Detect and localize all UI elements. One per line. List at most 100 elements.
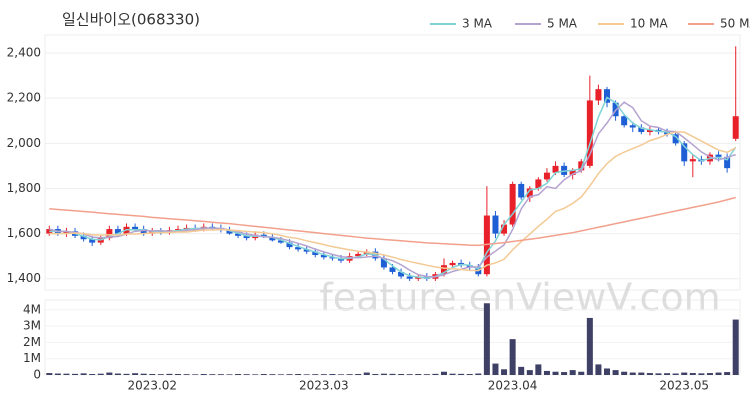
legend-label: 10 MA bbox=[630, 17, 668, 31]
volume-bar bbox=[389, 373, 396, 375]
volume-panel bbox=[44, 299, 741, 376]
y-tick-label: 1,400 bbox=[7, 271, 41, 285]
volume-bar bbox=[89, 374, 96, 375]
volume-bar bbox=[423, 374, 430, 375]
volume-bar bbox=[501, 369, 508, 375]
volume-bar bbox=[518, 366, 525, 375]
candle-body bbox=[106, 229, 113, 239]
volume-bar bbox=[466, 374, 473, 375]
volume-bar bbox=[698, 373, 705, 375]
volume-bar bbox=[269, 374, 276, 375]
volume-bar bbox=[509, 339, 516, 375]
volume-bar bbox=[586, 317, 593, 375]
volume-bar bbox=[715, 372, 722, 375]
volume-bar bbox=[380, 373, 387, 375]
volume-bar bbox=[123, 373, 130, 375]
candle-body bbox=[689, 159, 696, 162]
volume-bar bbox=[724, 372, 731, 375]
volume-bar bbox=[277, 374, 284, 375]
y-tick-label: 2,400 bbox=[7, 46, 41, 60]
volume-bar bbox=[621, 371, 628, 375]
volume-bar bbox=[295, 374, 302, 375]
volume-bar bbox=[149, 374, 156, 375]
volume-bar bbox=[235, 374, 242, 375]
x-tick-label: 2023.03 bbox=[299, 379, 349, 393]
y-tick-label: 2M bbox=[23, 335, 41, 349]
candle-body bbox=[312, 251, 319, 256]
ma-line bbox=[49, 131, 737, 272]
candle-body bbox=[501, 224, 508, 234]
candle-body bbox=[132, 226, 139, 230]
ma-line bbox=[49, 196, 736, 247]
volume-bar bbox=[706, 373, 713, 375]
volume-bar bbox=[243, 374, 250, 375]
candle-body bbox=[89, 239, 96, 243]
volume-bar bbox=[106, 372, 113, 375]
candle-body bbox=[295, 247, 302, 250]
x-tick-label: 2023.02 bbox=[127, 379, 177, 393]
volume-bar bbox=[166, 373, 173, 375]
volume-bar bbox=[54, 373, 61, 375]
x-tick-label: 2023.04 bbox=[488, 379, 538, 393]
volume-bar bbox=[157, 374, 164, 375]
candle-body bbox=[646, 129, 653, 133]
volume-bar bbox=[303, 374, 310, 375]
volume-bar bbox=[561, 372, 568, 375]
y-tick-label: 3M bbox=[23, 319, 41, 333]
volume-bar bbox=[526, 370, 533, 375]
volume-bar bbox=[312, 374, 319, 375]
candle-body bbox=[63, 231, 70, 234]
candle-body bbox=[672, 134, 679, 144]
candle-body bbox=[355, 253, 362, 257]
legend-label: 50 MA bbox=[720, 17, 750, 31]
candle-body bbox=[569, 170, 576, 175]
volume-bar bbox=[664, 373, 671, 375]
candle-body bbox=[235, 233, 242, 236]
volume-bar bbox=[260, 374, 267, 375]
candle-body bbox=[226, 230, 233, 234]
volume-bar bbox=[192, 374, 199, 375]
volume-bar bbox=[200, 374, 207, 375]
volume-bar bbox=[535, 364, 542, 375]
candle-body bbox=[664, 132, 671, 135]
candle-body bbox=[595, 89, 602, 101]
volume-bar bbox=[398, 374, 405, 375]
volume-bar bbox=[46, 373, 53, 375]
candle-body bbox=[526, 188, 533, 198]
candle-body bbox=[243, 235, 250, 239]
ma-line bbox=[49, 101, 736, 278]
candle-body bbox=[140, 229, 147, 234]
candle-body bbox=[604, 89, 611, 103]
chart-title: 일신바이오(068330) bbox=[62, 11, 200, 29]
candle-body bbox=[535, 179, 542, 189]
candle-body bbox=[329, 257, 336, 259]
candle-body bbox=[543, 172, 550, 180]
volume-bar bbox=[449, 373, 456, 375]
volume-bar bbox=[595, 364, 602, 375]
y-tick-label: 2,200 bbox=[7, 91, 41, 105]
candle-body bbox=[269, 236, 276, 241]
candle-body bbox=[492, 215, 499, 234]
price-panel bbox=[44, 34, 741, 291]
volume-bar bbox=[578, 371, 585, 375]
candle-body bbox=[638, 127, 645, 133]
candle-body bbox=[629, 125, 636, 128]
watermark: feature.enViewV.com bbox=[319, 276, 720, 320]
volume-bar bbox=[569, 370, 576, 375]
volume-bar bbox=[543, 370, 550, 375]
volume-bar bbox=[183, 374, 190, 375]
candle-body bbox=[509, 183, 516, 225]
volume-bar bbox=[483, 303, 490, 375]
candle-body bbox=[578, 161, 585, 171]
volume-bar bbox=[72, 373, 79, 375]
volume-bar bbox=[732, 319, 739, 375]
volume-bar bbox=[346, 374, 353, 375]
candle-body bbox=[724, 156, 731, 169]
y-tick-label: 0 bbox=[33, 368, 41, 382]
volume-bar bbox=[372, 374, 379, 375]
volume-bar bbox=[612, 370, 619, 375]
candle-body bbox=[440, 265, 447, 275]
x-tick-label: 2023.05 bbox=[659, 379, 709, 393]
y-tick-label: 2,000 bbox=[7, 136, 41, 150]
